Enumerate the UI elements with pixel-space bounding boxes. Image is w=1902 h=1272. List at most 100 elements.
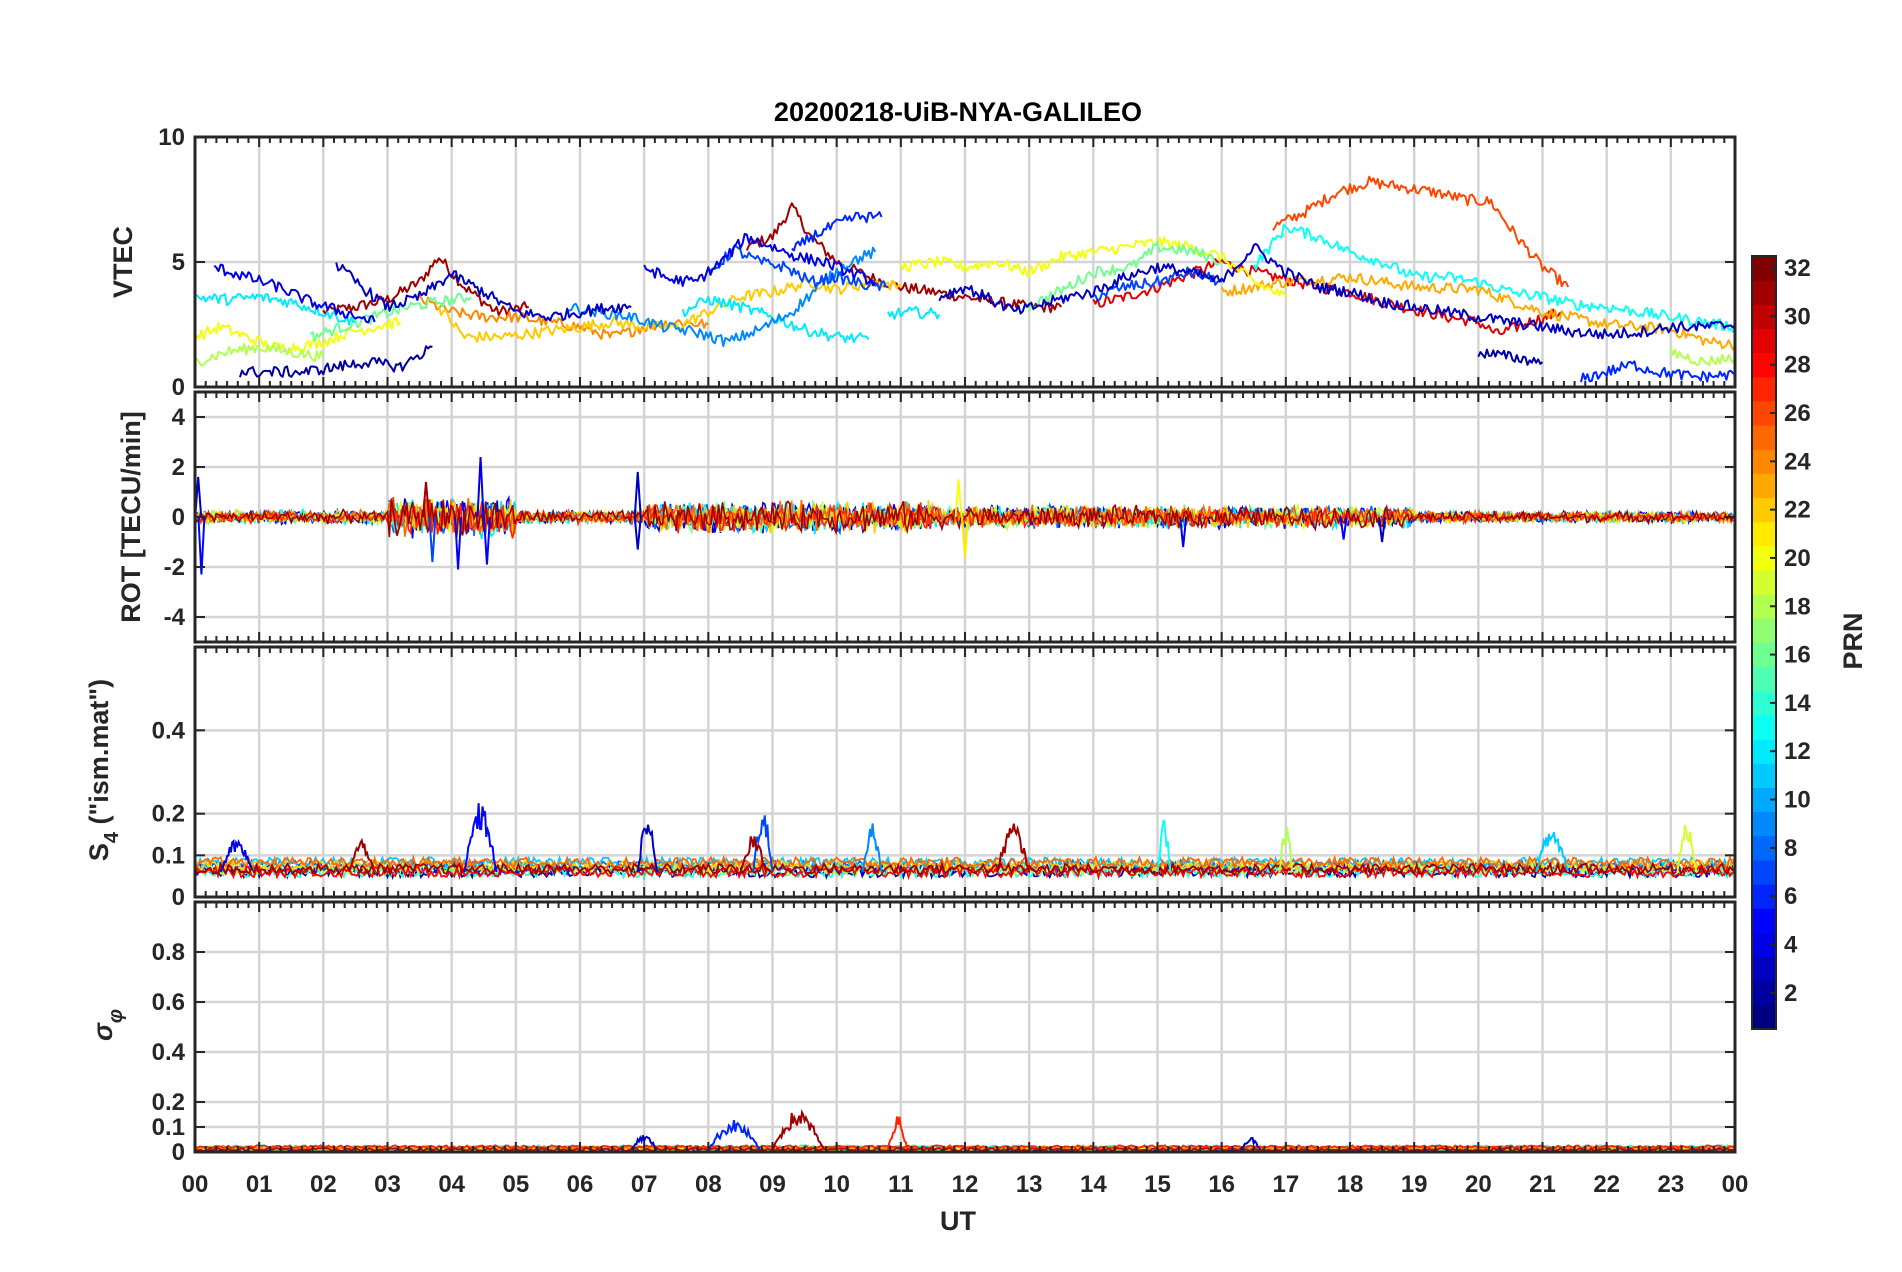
x-tick-label: 11 xyxy=(888,1171,913,1198)
colorbar-tick-label: 32 xyxy=(1784,255,1811,282)
sigma-burst xyxy=(1240,1136,1262,1151)
rot-ylabel: ROT [TECU/min] xyxy=(116,411,146,622)
x-tick-label: 09 xyxy=(759,1171,786,1198)
y-tick-label: 0.1 xyxy=(152,1114,185,1141)
colorbar-swatch xyxy=(1752,956,1776,982)
vtec-series-line xyxy=(309,292,472,342)
x-tick-label: 23 xyxy=(1657,1171,1684,1198)
vtec-series-line xyxy=(707,245,889,291)
colorbar-tick-label: 8 xyxy=(1784,835,1797,862)
colorbar-swatch xyxy=(1752,763,1776,788)
colorbar-swatch xyxy=(1752,280,1776,305)
s4-burst xyxy=(1676,824,1698,873)
colorbar-tick-label: 6 xyxy=(1784,883,1797,910)
x-axis-label: UT xyxy=(940,1206,976,1236)
vtec-series-line xyxy=(1272,175,1570,288)
vtec-series-line xyxy=(567,246,877,348)
vtec-series-line xyxy=(1669,347,1735,367)
y-tick-label: 2 xyxy=(172,454,185,481)
colorbar-tick-label: 20 xyxy=(1784,545,1811,572)
x-tick-label: 08 xyxy=(695,1171,722,1198)
s4-burst xyxy=(219,838,253,873)
y-tick-label: 5 xyxy=(172,249,185,276)
colorbar-label: PRN xyxy=(1838,612,1868,669)
vtec-series-line xyxy=(195,342,325,367)
rot-spike xyxy=(954,479,963,518)
s4-burst xyxy=(861,823,883,873)
x-tick-label: 14 xyxy=(1080,1171,1107,1198)
y-tick-label: 0 xyxy=(172,1139,185,1166)
vtec-series-line xyxy=(213,263,376,324)
colorbar-tick-label: 28 xyxy=(1784,352,1811,379)
y-tick-label: -4 xyxy=(164,604,186,631)
sigma-burst xyxy=(707,1119,761,1151)
x-tick-label: 22 xyxy=(1593,1171,1620,1198)
vtec-series-line xyxy=(1028,240,1223,313)
x-tick-label: 20 xyxy=(1465,1171,1492,1198)
x-tick-label: 21 xyxy=(1529,1171,1556,1198)
sigma-burst xyxy=(630,1134,658,1151)
vtec-ylabel: VTEC xyxy=(108,226,138,298)
x-tick-label: 04 xyxy=(438,1171,465,1198)
panel-s4: 0 0.1 0.2 0.4 xyxy=(152,645,1737,911)
x-tick-label: 00 xyxy=(1722,1171,1749,1198)
x-tick-label: 05 xyxy=(502,1171,529,1198)
colorbar-tick-label: 24 xyxy=(1784,448,1811,475)
vtec-series-line xyxy=(887,305,941,320)
colorbar-swatch xyxy=(1752,521,1776,547)
rot-spike xyxy=(633,471,642,518)
colorbar-tick-label: 18 xyxy=(1784,593,1811,620)
rot-spike xyxy=(428,516,437,563)
rot-series-group xyxy=(194,456,1734,575)
vtec-series-line xyxy=(322,257,529,317)
vtec-series-line xyxy=(791,211,883,252)
panel-vtec: 0 5 10 xyxy=(158,124,1737,401)
colorbar-tick-label: 12 xyxy=(1784,738,1811,765)
rot-spike xyxy=(482,516,491,565)
s4-burst xyxy=(636,824,658,873)
colorbar-tick-label: 10 xyxy=(1784,787,1811,814)
colorbar-swatch xyxy=(1752,1004,1776,1030)
colorbar-tick-label: 4 xyxy=(1784,931,1798,958)
y-tick-label: 0.1 xyxy=(152,842,185,869)
colorbar-frame xyxy=(1751,255,1777,1030)
x-tick-label: 06 xyxy=(567,1171,594,1198)
vtec-series-line xyxy=(1580,360,1735,383)
y-tick-label: 0 xyxy=(172,374,185,401)
s4-burst xyxy=(752,815,774,873)
x-tick-label: 10 xyxy=(823,1171,850,1198)
colorbar-swatch xyxy=(1752,714,1776,740)
colorbar-swatch xyxy=(1752,666,1776,692)
colorbar-tick-label: 26 xyxy=(1784,400,1811,427)
s4-burst xyxy=(996,823,1031,873)
rot-spike xyxy=(1179,516,1188,548)
rot-spike xyxy=(476,456,485,518)
x-tick-label: 12 xyxy=(952,1171,979,1198)
panel-rot: -4 -2 0 2 4 xyxy=(164,390,1737,644)
sigma-burst xyxy=(771,1108,825,1151)
colorbar-swatch xyxy=(1752,618,1776,643)
vtec-series-line xyxy=(899,236,1287,298)
y-tick-label: -2 xyxy=(164,554,185,581)
vtec-series-line xyxy=(195,316,402,354)
vtec-series-line xyxy=(195,293,356,326)
s4-burst xyxy=(348,837,375,873)
x-tick-label: 03 xyxy=(374,1171,401,1198)
colorbar-swatch xyxy=(1752,570,1776,595)
vtec-series-line xyxy=(238,345,433,378)
vtec-series-line xyxy=(1092,266,1223,302)
plot-frame xyxy=(193,900,1737,1154)
colorbar-swatch xyxy=(1752,811,1776,837)
x-tick-label: 19 xyxy=(1401,1171,1428,1198)
s4-burst xyxy=(463,803,498,873)
colorbar-tick-label: 2 xyxy=(1784,980,1797,1007)
x-axis: 00 01 02 03 04 05 06 07 08 09 10 11 12 13 14 15 16 17 18 19… xyxy=(182,1171,1749,1198)
x-tick-label: 17 xyxy=(1272,1171,1299,1198)
s4-burst xyxy=(739,836,768,873)
y-tick-label: 0.6 xyxy=(152,989,185,1016)
rot-spike xyxy=(1378,516,1387,543)
x-tick-label: 16 xyxy=(1208,1171,1235,1198)
y-tick-label: 0.4 xyxy=(152,1039,186,1066)
sigma-burst xyxy=(887,1116,909,1150)
